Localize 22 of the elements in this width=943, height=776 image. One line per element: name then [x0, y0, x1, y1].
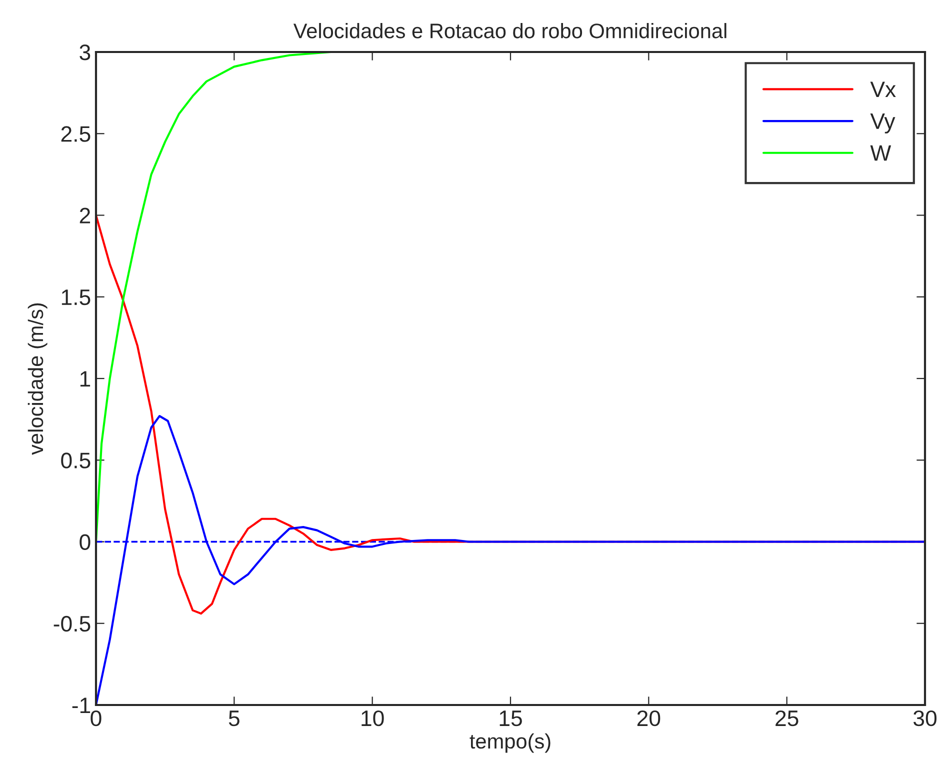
y-tick-label: 0.5: [61, 452, 90, 468]
y-axis-title: velocidade (m/s): [28, 303, 48, 455]
y-tick-label: 2.5: [61, 126, 90, 142]
x-axis-title: tempo(s): [470, 733, 550, 753]
x-tick-label: 30: [913, 710, 936, 726]
x-tick-label: 25: [776, 710, 798, 726]
legend-label: Vx: [870, 82, 896, 97]
x-tick-label: 20: [637, 710, 660, 726]
y-tick-label: 3: [80, 44, 90, 60]
x-tick-label: 15: [500, 710, 522, 726]
y-tick-label: 2: [80, 208, 90, 224]
y-tick-label: -1: [72, 698, 90, 714]
x-tick-label: 0: [90, 710, 102, 726]
y-tick-label: 1.5: [62, 290, 90, 306]
x-tick-label: 5: [228, 710, 240, 726]
y-tick-label: 1: [80, 371, 90, 387]
chart-title: Velocidades e Rotacao do robo Omnidirecional: [293, 23, 726, 38]
x-tick-label: 10: [362, 710, 384, 726]
legend-label: Vy: [870, 114, 896, 134]
legend-label: W: [870, 145, 892, 161]
y-tick-label: 0: [80, 534, 90, 550]
y-tick-label: -0.5: [54, 616, 90, 632]
